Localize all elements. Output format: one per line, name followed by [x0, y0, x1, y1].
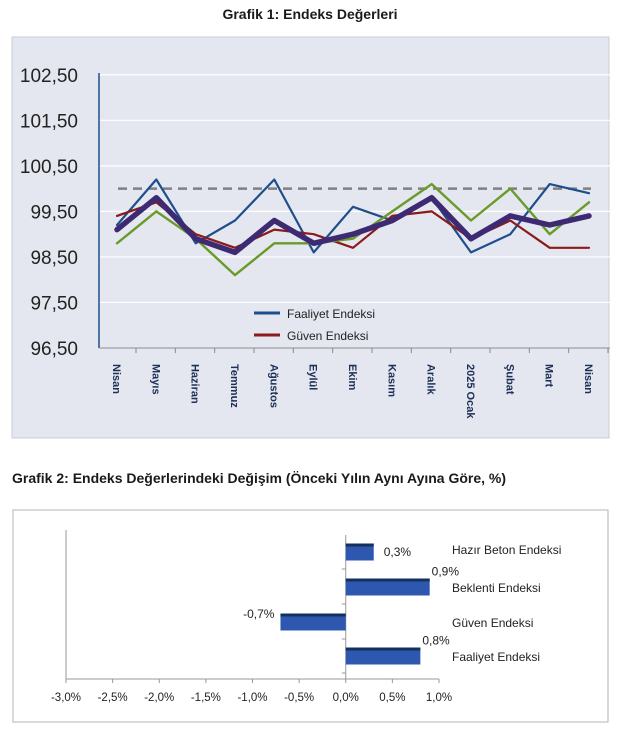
chart1-series-series-4 — [114, 194, 592, 256]
chart2-xtick-label: -3,0% — [51, 692, 81, 704]
chart2-category-label: Hazır Beton Endeksi — [452, 543, 561, 557]
chart2-title: Grafik 2: Endeks Değerlerindeki Değişim … — [12, 470, 507, 486]
chart1-xtick-label: 2025 Ocak — [464, 364, 476, 419]
chart1-line-chart: 102,50 101,50 100,50 99,50 98,50 97,50 96,50 Ni… — [11, 36, 610, 439]
chart2-bar-edge — [345, 543, 374, 547]
chart2-value-label: 0,8% — [422, 634, 450, 648]
chart2-bar — [345, 578, 430, 596]
chart2-category-label: Güven Endeksi — [452, 616, 533, 630]
chart1-xtick-label: Şubat — [503, 364, 515, 395]
chart2-xtick-label: -2,0% — [144, 692, 174, 704]
chart1-xtick-label: Mart — [543, 364, 555, 388]
chart2-bar-edge — [345, 647, 421, 651]
chart1-series-faaliyet-endeksi — [115, 178, 591, 254]
chart2-xtick-label: -1,5% — [191, 692, 221, 704]
chart1-legend-label: Faaliyet Endeksi — [287, 307, 375, 321]
chart2-bar-edge — [345, 578, 430, 582]
chart1-legend-label: Güven Endeksi — [287, 329, 368, 343]
chart1-xtick-label: Eylül — [307, 364, 319, 390]
chart2-category-label: Beklenti Endeksi — [452, 581, 541, 595]
chart2-xtick-label: -0,5% — [284, 692, 314, 704]
chart1-title: Grafik 1: Endeks Değerleri — [222, 6, 398, 22]
chart2-bar — [345, 543, 374, 561]
chart1-xtick-label: Nisan — [582, 364, 594, 394]
chart1-ytick-label: 96,50 — [30, 339, 78, 360]
chart1-ytick-label: 97,50 — [30, 293, 78, 314]
chart1-xtick-label: Ekim — [346, 364, 358, 391]
chart1-xtick-label: Temmuz — [228, 364, 240, 408]
chart2-value-label: -0,7% — [243, 607, 275, 621]
chart2-xtick-label: 1,0% — [426, 692, 452, 704]
chart2-xtick-label: 0,0% — [333, 692, 359, 704]
chart1-series-güven-endeksi — [115, 201, 591, 249]
chart1-ytick-label: 101,50 — [20, 111, 78, 132]
chart1-ytick-label: 100,50 — [20, 157, 78, 178]
chart1-xtick-label: Nisan — [110, 364, 122, 394]
chart1-panel — [11, 36, 610, 439]
chart2-bar — [345, 647, 421, 665]
chart1-xtick-label: Aralık — [425, 364, 437, 395]
chart1-ytick-label: 102,50 — [20, 66, 78, 87]
chart1-ytick-label: 99,50 — [30, 202, 78, 223]
chart2-bar — [280, 613, 346, 631]
chart1-ytick-label: 98,50 — [30, 248, 78, 269]
chart1-xtick-label: Kasım — [385, 364, 397, 397]
chart1-xtick-label: Haziran — [189, 364, 201, 404]
chart2-xtick-label: -1,0% — [237, 692, 267, 704]
chart2-value-label: 0,9% — [432, 565, 460, 579]
chart2-value-label: 0,3% — [384, 545, 412, 559]
chart1-xtick-label: Ağustos — [267, 364, 279, 408]
chart2-xtick-label: 0,5% — [379, 692, 405, 704]
chart2-xtick-label: -2,5% — [98, 692, 128, 704]
chart2-category-label: Faaliyet Endeksi — [452, 650, 540, 664]
chart1-xtick-label: Mayıs — [149, 364, 161, 395]
chart2-bar-edge — [280, 613, 346, 617]
